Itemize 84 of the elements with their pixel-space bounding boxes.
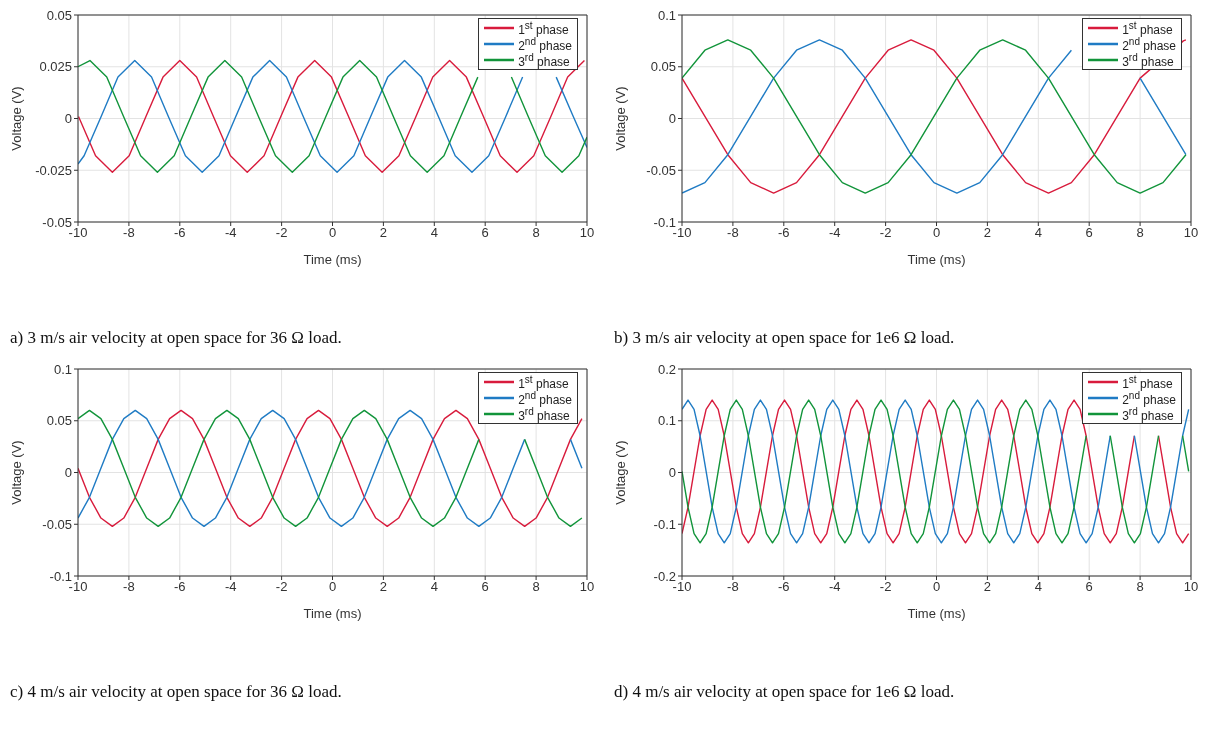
line-series: [78, 409, 583, 528]
x-tick-label: 4: [430, 225, 438, 241]
y-tick-label: -0.05: [42, 214, 72, 230]
x-tick-label: 2: [379, 579, 388, 595]
x-tick-label: -8: [727, 225, 739, 241]
y-tick-label: 0: [64, 111, 72, 127]
x-tick-label: 6: [481, 579, 489, 595]
y-tick-label: -0.05: [42, 516, 72, 532]
x-tick-label: 4: [430, 579, 438, 595]
y-tick-label: 0.2: [657, 361, 676, 377]
y-tick-label: -0.1: [49, 568, 72, 584]
x-tick-label: -4: [224, 579, 237, 595]
x-tick-label: -2: [879, 225, 892, 241]
x-tick-label: -4: [828, 579, 841, 595]
y-tick-label: 0: [64, 465, 72, 481]
legend-label: 3$^{rd}$ phase: [518, 405, 570, 423]
x-tick-label: -6: [174, 579, 186, 595]
x-tick-label: -2: [275, 225, 288, 241]
y-tick-label: 0.05: [46, 413, 72, 429]
y-tick-label: 0.025: [39, 59, 72, 75]
x-tick-label: 8: [532, 225, 540, 241]
x-axis-title: Time (ms): [907, 252, 966, 267]
x-tick-label: -6: [174, 225, 186, 241]
y-tick-label: 0.1: [657, 413, 676, 429]
y-tick-label: 0.1: [53, 361, 72, 377]
text: a) 3 m/s air velocity at open space for 36 Ω load.: [10, 328, 343, 349]
legend-label: 3$^{rd}$ phase: [1122, 51, 1174, 69]
x-axis-title: Time (ms): [303, 606, 362, 621]
x-tick-label: 2: [983, 225, 992, 241]
legend-label: 1$^{st}$ phase: [518, 19, 569, 37]
x-axis-title: Time (ms): [303, 252, 362, 267]
y-axis-title: Voltage (V): [8, 86, 24, 151]
x-tick-label: 0: [932, 579, 941, 595]
x-tick-label: 4: [1034, 579, 1042, 595]
y-tick-label: -0.1: [653, 516, 676, 532]
y-tick-label: 0: [668, 465, 676, 481]
x-tick-label: 10: [579, 225, 595, 241]
x-tick-label: -4: [224, 225, 237, 241]
x-tick-label: -2: [275, 579, 288, 595]
x-tick-label: 8: [532, 579, 540, 595]
x-tick-label: 10: [1183, 579, 1199, 595]
legend-label: 2$^{nd}$ phase: [1122, 35, 1176, 53]
legend-label: 2$^{nd}$ phase: [518, 35, 572, 53]
x-tick-label: 0: [328, 225, 337, 241]
x-tick-label: -2: [879, 579, 892, 595]
legend-label: 1$^{st}$ phase: [518, 373, 569, 391]
y-axis-title: Voltage (V): [612, 86, 628, 151]
text: d) 4 m/s air velocity at open space for 1e6 Ω load.: [614, 682, 956, 703]
x-tick-label: -8: [123, 225, 135, 241]
y-tick-label: -0.1: [653, 214, 676, 230]
legend-label: 2$^{nd}$ phase: [1122, 389, 1176, 407]
x-tick-label: 10: [579, 579, 595, 595]
legend-label: 3$^{rd}$ phase: [518, 51, 570, 69]
y-tick-label: 0.1: [657, 7, 676, 23]
y-tick-label: 0.05: [46, 7, 72, 23]
legend-label: 2$^{nd}$ phase: [518, 389, 572, 407]
legend-label: 1$^{st}$ phase: [1122, 19, 1173, 37]
text: c) 4 m/s air velocity at open space for 36 Ω load.: [10, 682, 343, 703]
x-tick-label: 6: [1085, 225, 1093, 241]
y-tick-label: -0.05: [646, 162, 676, 178]
y-tick-label: 0.05: [650, 59, 676, 75]
y-tick-label: 0: [668, 111, 676, 127]
x-tick-label: -6: [778, 579, 790, 595]
x-tick-label: 6: [1085, 579, 1093, 595]
x-tick-label: 4: [1034, 225, 1042, 241]
x-tick-label: 6: [481, 225, 489, 241]
x-tick-label: 0: [328, 579, 337, 595]
x-axis-title: Time (ms): [907, 606, 966, 621]
x-tick-label: 8: [1136, 225, 1144, 241]
x-tick-label: 10: [1183, 225, 1199, 241]
y-axis-title: Voltage (V): [612, 440, 628, 505]
legend-label: 3$^{rd}$ phase: [1122, 405, 1174, 423]
x-tick-label: -6: [778, 225, 790, 241]
x-tick-label: 0: [932, 225, 941, 241]
text: b) 3 m/s air velocity at open space for 1e6 Ω load.: [614, 328, 956, 349]
x-tick-label: -4: [828, 225, 841, 241]
x-tick-label: 2: [983, 579, 992, 595]
x-tick-label: -8: [123, 579, 135, 595]
legend-label: 1$^{st}$ phase: [1122, 373, 1173, 391]
y-tick-label: -0.025: [35, 162, 72, 178]
y-axis-title: Voltage (V): [8, 440, 24, 505]
x-tick-label: 2: [379, 225, 388, 241]
x-tick-label: -8: [727, 579, 739, 595]
x-tick-label: 8: [1136, 579, 1144, 595]
